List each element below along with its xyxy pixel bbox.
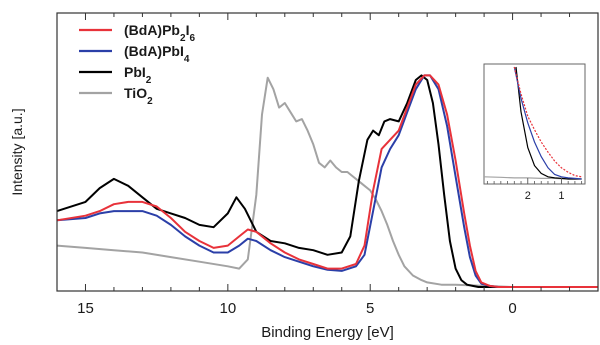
inset-line-bda-pbi4 bbox=[513, 66, 582, 180]
legend-label-tio2: TiO2 bbox=[124, 85, 153, 107]
x-axis-ticks bbox=[56, 13, 599, 291]
legend-text-part: PbI bbox=[124, 64, 146, 80]
legend-text-part: (BdA)Pb bbox=[124, 22, 180, 38]
legend-text-part: 6 bbox=[189, 33, 195, 44]
legend-label-bda-pbi4: (BdA)PbI4 bbox=[124, 43, 190, 65]
legend-text-part: (BdA)PbI bbox=[124, 43, 184, 59]
legend-text-part: I bbox=[186, 22, 190, 38]
main-plot-lines bbox=[56, 74, 598, 288]
x-tick-label: 10 bbox=[219, 300, 236, 317]
x-tick-label: 0 bbox=[508, 300, 516, 317]
inset-lines bbox=[484, 66, 582, 180]
series-line-bda-pbi4 bbox=[56, 74, 598, 288]
series-line-tio2 bbox=[56, 76, 598, 288]
series-line-bda-pb2i6 bbox=[56, 74, 598, 288]
inset-tick-label: 2 bbox=[525, 190, 531, 202]
y-axis-label: Intensity [a.u.] bbox=[9, 108, 25, 195]
x-axis-tick-labels: 15 10 5 0 bbox=[77, 300, 517, 317]
series-line-pbi2 bbox=[56, 74, 598, 288]
inset-tick-label: 1 bbox=[558, 190, 564, 202]
inset-line-pbi2 bbox=[515, 66, 582, 180]
inset-line-bda-pb2i6 bbox=[513, 66, 582, 178]
legend-label-pbi2: PbI2 bbox=[124, 64, 152, 86]
legend-text-part: TiO bbox=[124, 85, 147, 101]
legend-text-part: 2 bbox=[146, 75, 152, 86]
x-axis-label: Binding Energy [eV] bbox=[261, 324, 394, 341]
legend-text-part: 2 bbox=[147, 96, 153, 107]
legend-text-part: 2 bbox=[180, 33, 186, 44]
legend-label-bda-pb2i6: (BdA)Pb2I6 bbox=[124, 22, 195, 44]
x-tick-label: 15 bbox=[77, 300, 94, 317]
plot-frame bbox=[56, 12, 599, 292]
x-tick-label: 5 bbox=[366, 300, 374, 317]
legend-text-part: 4 bbox=[184, 54, 190, 65]
